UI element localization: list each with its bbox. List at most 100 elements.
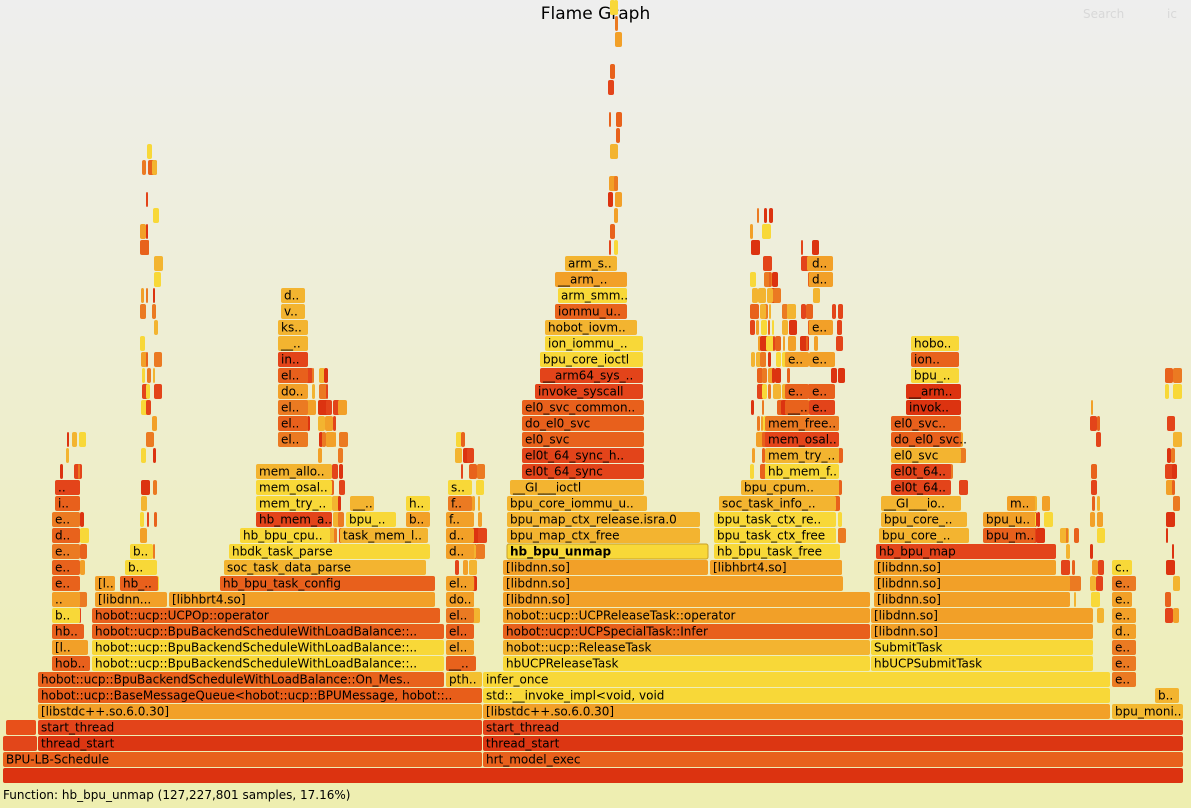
- frame[interactable]: [libstdc++.so.6.0.30][libstdc++.so.6.0.3…: [483, 704, 1110, 719]
- frame-rect[interactable]: hbdk_task_parse: [229, 544, 430, 559]
- frame[interactable]: bpu_core_iommu_u.. bpu_core_iommu_u..: [507, 496, 647, 511]
- frame-sliver[interactable]: [1037, 512, 1040, 527]
- frame[interactable]: hbdk_task_parse hbdk_task_parse: [229, 544, 430, 559]
- frame-rect[interactable]: hb_bpu_unmap: [506, 543, 709, 560]
- frame[interactable]: hb_.. hb_..: [120, 576, 158, 591]
- frame-sliver[interactable]: [333, 416, 336, 431]
- frame-sliver[interactable]: [1173, 384, 1182, 399]
- frame-sliver[interactable]: [1166, 560, 1175, 575]
- frame-sliver[interactable]: [476, 480, 484, 495]
- frame-sliver[interactable]: [1090, 544, 1093, 559]
- frame-sliver[interactable]: [80, 544, 87, 559]
- frame-sliver[interactable]: [762, 448, 765, 463]
- frame-rect[interactable]: el..: [278, 432, 308, 447]
- frame-rect[interactable]: f..: [446, 512, 474, 527]
- frame-rect[interactable]: [libhbrt4.so]: [169, 592, 435, 607]
- frame-rect[interactable]: e..: [1112, 592, 1132, 607]
- frame-rect[interactable]: __..: [785, 400, 809, 415]
- frame-rect[interactable]: bpu_m..: [983, 528, 1035, 543]
- frame-sliver[interactable]: [837, 320, 842, 335]
- frame-rect[interactable]: __arm_..: [555, 272, 627, 287]
- frame[interactable]: hb_mem_f.. hb_mem_f..: [765, 464, 839, 479]
- frame-sliver[interactable]: [776, 352, 781, 367]
- frame-rect[interactable]: hobot::ucp::UCPSpecialTask::Infer: [503, 624, 870, 639]
- frame-sliver[interactable]: [1165, 592, 1171, 607]
- frame[interactable]: d..d..: [809, 272, 833, 287]
- frame-sliver[interactable]: [762, 368, 767, 383]
- frame-rect[interactable]: d..: [1112, 624, 1136, 639]
- frame[interactable]: __arm.. __arm..: [906, 384, 961, 399]
- frame[interactable]: mem_allo..mem_allo..: [256, 464, 332, 479]
- frame[interactable]: [libhbrt4.so] [libhbrt4.so]: [169, 592, 435, 607]
- frame[interactable]: e..e..: [1112, 592, 1132, 607]
- frame-sliver[interactable]: [141, 448, 146, 463]
- frame-rect[interactable]: d..: [809, 272, 833, 287]
- frame-sliver[interactable]: [772, 368, 775, 383]
- frame-sliver[interactable]: [616, 112, 622, 127]
- frame-sliver[interactable]: [1096, 432, 1101, 447]
- frame-sliver[interactable]: [608, 192, 613, 207]
- frame[interactable]: hobot::ucp::BpuBackendScheduleWithLoadBa…: [38, 672, 444, 687]
- frame[interactable]: e..e..: [1112, 640, 1136, 655]
- frame-rect[interactable]: __GI___io..: [881, 496, 961, 511]
- frame[interactable]: __ __..: [446, 656, 476, 671]
- frame-rect[interactable]: SubmitTask: [871, 640, 1093, 655]
- frame[interactable]: e..e..: [809, 384, 835, 399]
- frame-sliver[interactable]: [147, 144, 152, 159]
- frame-rect[interactable]: mem_try_..: [765, 448, 839, 463]
- frame-rect[interactable]: b..: [1155, 688, 1179, 703]
- frame-sliver[interactable]: [312, 384, 315, 399]
- frame[interactable]: hrt_model_exec hrt_model_exec: [483, 752, 1183, 767]
- frame-sliver[interactable]: [1090, 512, 1095, 527]
- frame[interactable]: hobot::ucp::BpuBackendScheduleWithLoadBa…: [92, 656, 444, 671]
- frame-rect[interactable]: bpu_task_ctx_re..: [714, 512, 836, 527]
- frame-sliver[interactable]: [1066, 528, 1068, 543]
- frame-rect[interactable]: hobot: [52, 656, 90, 671]
- frame-rect[interactable]: do..: [278, 384, 308, 399]
- frame-rect[interactable]: do_el0_svc: [522, 416, 644, 431]
- frame-sliver[interactable]: [806, 304, 813, 319]
- frame-sliver[interactable]: [334, 432, 336, 447]
- frame-sliver[interactable]: [476, 544, 485, 559]
- frame-sliver[interactable]: [141, 352, 147, 367]
- frame[interactable]: b..b..: [130, 544, 150, 559]
- frame-rect[interactable]: d..: [809, 256, 833, 271]
- frame-sliver[interactable]: [455, 560, 459, 575]
- frame-rect[interactable]: bpu_core_iommu_u..: [507, 496, 647, 511]
- frame-sliver[interactable]: [152, 304, 156, 319]
- frame-sliver[interactable]: [769, 272, 771, 287]
- frame-sliver[interactable]: [338, 496, 341, 511]
- frame-sliver[interactable]: [752, 288, 758, 303]
- frame-sliver[interactable]: [838, 368, 845, 383]
- frame-rect[interactable]: [libdnn.so]: [874, 560, 1056, 575]
- frame-sliver[interactable]: [140, 224, 146, 239]
- frame-rect[interactable]: m..: [1007, 496, 1035, 511]
- frame[interactable]: hobothob..: [52, 656, 90, 671]
- frame-rect[interactable]: b..: [130, 544, 150, 559]
- frame-rect[interactable]: bpu_..: [346, 512, 396, 527]
- frame-sliver[interactable]: [455, 448, 462, 463]
- frame-sliver[interactable]: [326, 400, 332, 415]
- frame-sliver[interactable]: [761, 320, 767, 335]
- frame-sliver[interactable]: [773, 384, 781, 399]
- frame-sliver[interactable]: [762, 384, 767, 399]
- frame[interactable]: e..e..: [1112, 656, 1136, 671]
- frame-rect[interactable]: ..: [55, 480, 80, 495]
- frame[interactable]: infer_once infer_once: [483, 672, 1110, 687]
- frame-sliver[interactable]: [1097, 608, 1104, 623]
- frame-sliver[interactable]: [334, 528, 337, 543]
- frame[interactable]: e..e..: [52, 560, 80, 575]
- frame[interactable]: .. d..: [446, 528, 474, 543]
- frame-sliver[interactable]: [1090, 576, 1096, 591]
- frame-rect[interactable]: task_mem_l..: [340, 528, 428, 543]
- frame-rect[interactable]: mem_osal..: [765, 432, 839, 447]
- frame-sliver[interactable]: [1092, 496, 1095, 511]
- frame-sliver[interactable]: [467, 448, 474, 463]
- frame-rect[interactable]: bpu_map_ctx_free: [507, 528, 700, 543]
- frame-rect[interactable]: bpu_map_ctx_release.isra.0: [507, 512, 700, 527]
- frame-rect[interactable]: e..: [1112, 656, 1136, 671]
- frame-sliver[interactable]: [1091, 464, 1097, 479]
- frame-sliver[interactable]: [775, 368, 781, 383]
- frame[interactable]: e..e..: [52, 512, 80, 527]
